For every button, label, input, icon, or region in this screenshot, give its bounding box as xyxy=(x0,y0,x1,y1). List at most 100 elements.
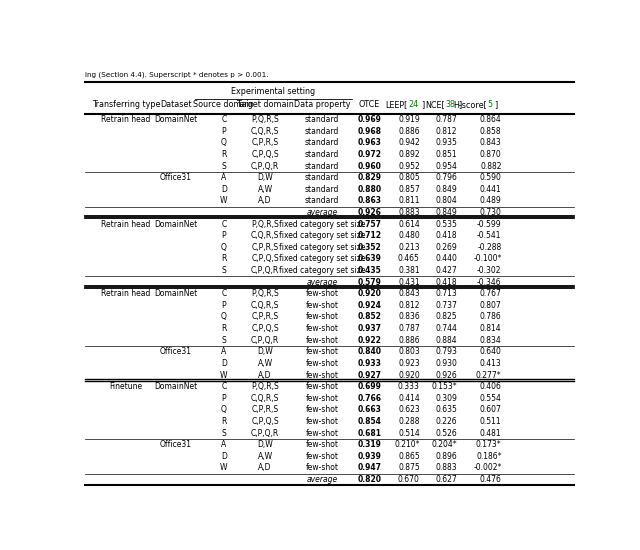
Text: Office31: Office31 xyxy=(160,173,192,182)
Text: 0.737: 0.737 xyxy=(435,301,457,310)
Text: Transferring type: Transferring type xyxy=(92,100,161,109)
Text: 0.465: 0.465 xyxy=(398,255,420,263)
Text: 0.947: 0.947 xyxy=(358,463,381,472)
Text: 0.526: 0.526 xyxy=(435,428,457,438)
Text: 0.927: 0.927 xyxy=(358,371,381,380)
Text: standard: standard xyxy=(305,196,339,205)
Text: 0.210*: 0.210* xyxy=(394,440,420,449)
Text: 0.757: 0.757 xyxy=(358,219,381,229)
Text: standard: standard xyxy=(305,150,339,159)
Text: 0.480: 0.480 xyxy=(398,231,420,240)
Text: C,P,R,S: C,P,R,S xyxy=(252,405,278,414)
Text: 0.926: 0.926 xyxy=(358,208,381,217)
Text: 0.333: 0.333 xyxy=(398,382,420,391)
Text: 0.204*: 0.204* xyxy=(431,440,457,449)
Text: 0.865: 0.865 xyxy=(398,452,420,461)
Text: 0.590: 0.590 xyxy=(480,173,502,182)
Text: -0.002*: -0.002* xyxy=(473,463,502,472)
Text: D,W: D,W xyxy=(257,440,273,449)
Text: Office31: Office31 xyxy=(160,347,192,356)
Text: 0.892: 0.892 xyxy=(398,150,420,159)
Text: W: W xyxy=(220,371,228,380)
Text: 0.418: 0.418 xyxy=(435,231,457,240)
Text: fixed category set size: fixed category set size xyxy=(279,255,365,263)
Text: 0.920: 0.920 xyxy=(358,289,381,298)
Text: C: C xyxy=(221,289,227,298)
Text: 0.935: 0.935 xyxy=(435,139,457,147)
Text: standard: standard xyxy=(305,115,339,124)
Text: 0.933: 0.933 xyxy=(358,359,381,368)
Text: 0.413: 0.413 xyxy=(480,359,502,368)
Text: P,Q,R,S: P,Q,R,S xyxy=(251,382,279,391)
Text: 0.814: 0.814 xyxy=(480,324,502,333)
Text: 0.863: 0.863 xyxy=(358,196,381,205)
Text: DomainNet: DomainNet xyxy=(154,382,197,391)
Text: P: P xyxy=(221,394,226,403)
Text: 0.963: 0.963 xyxy=(358,139,381,147)
Text: S: S xyxy=(221,162,226,170)
Text: DomainNet: DomainNet xyxy=(154,115,197,124)
Text: A: A xyxy=(221,347,227,356)
Text: 0.852: 0.852 xyxy=(358,312,381,321)
Text: 0.427: 0.427 xyxy=(435,266,457,275)
Text: 0.857: 0.857 xyxy=(398,185,420,194)
Text: A,D: A,D xyxy=(259,371,272,380)
Text: average: average xyxy=(307,208,338,217)
Text: A: A xyxy=(221,173,227,182)
Text: 0.843: 0.843 xyxy=(480,139,502,147)
Text: few-shot: few-shot xyxy=(305,301,339,310)
Text: 0.870: 0.870 xyxy=(480,150,502,159)
Text: 0.840: 0.840 xyxy=(358,347,381,356)
Text: OTCE: OTCE xyxy=(358,100,380,109)
Text: few-shot: few-shot xyxy=(305,382,339,391)
Text: ]: ] xyxy=(421,100,424,109)
Text: 0.922: 0.922 xyxy=(358,336,381,345)
Text: A,W: A,W xyxy=(257,452,273,461)
Text: 0.440: 0.440 xyxy=(435,255,457,263)
Text: few-shot: few-shot xyxy=(305,405,339,414)
Text: 0.535: 0.535 xyxy=(435,219,457,229)
Text: 0.920: 0.920 xyxy=(398,371,420,380)
Text: S: S xyxy=(221,266,226,275)
Text: 0.939: 0.939 xyxy=(358,452,381,461)
Text: DomainNet: DomainNet xyxy=(154,289,197,298)
Text: 0.796: 0.796 xyxy=(435,173,457,182)
Text: -0.541: -0.541 xyxy=(477,231,502,240)
Text: 24: 24 xyxy=(408,100,419,109)
Text: -0.346: -0.346 xyxy=(477,278,502,287)
Text: R: R xyxy=(221,150,227,159)
Text: 0.614: 0.614 xyxy=(398,219,420,229)
Text: 0.820: 0.820 xyxy=(358,475,381,484)
Text: few-shot: few-shot xyxy=(305,463,339,472)
Text: few-shot: few-shot xyxy=(305,452,339,461)
Text: standard: standard xyxy=(305,162,339,170)
Text: -0.302: -0.302 xyxy=(477,266,502,275)
Text: 0.883: 0.883 xyxy=(435,463,457,472)
Text: C,P,Q,R: C,P,Q,R xyxy=(251,428,279,438)
Text: 0.381: 0.381 xyxy=(398,266,420,275)
Text: 0.952: 0.952 xyxy=(398,162,420,170)
Text: 0.923: 0.923 xyxy=(398,359,420,368)
Text: P,Q,R,S: P,Q,R,S xyxy=(251,115,279,124)
Text: few-shot: few-shot xyxy=(305,312,339,321)
Text: C,P,Q,R: C,P,Q,R xyxy=(251,336,279,345)
Text: NCE[: NCE[ xyxy=(425,100,445,109)
Text: Finetune: Finetune xyxy=(109,382,143,391)
Text: 0.829: 0.829 xyxy=(358,173,381,182)
Text: 0.514: 0.514 xyxy=(398,428,420,438)
Text: 0.924: 0.924 xyxy=(358,301,381,310)
Text: C,P,Q,R: C,P,Q,R xyxy=(251,266,279,275)
Text: Experimental setting: Experimental setting xyxy=(231,87,315,96)
Text: C: C xyxy=(221,115,227,124)
Text: 0.812: 0.812 xyxy=(398,301,420,310)
Text: 0.639: 0.639 xyxy=(358,255,381,263)
Text: 0.173*: 0.173* xyxy=(476,440,502,449)
Text: 0.942: 0.942 xyxy=(398,139,420,147)
Text: 0.663: 0.663 xyxy=(358,405,381,414)
Text: C,Q,R,S: C,Q,R,S xyxy=(251,301,279,310)
Text: average: average xyxy=(307,278,338,287)
Text: C,Q,R,S: C,Q,R,S xyxy=(251,394,279,403)
Text: C,P,R,S: C,P,R,S xyxy=(252,243,278,252)
Text: 0.213: 0.213 xyxy=(398,243,420,252)
Text: 0.730: 0.730 xyxy=(480,208,502,217)
